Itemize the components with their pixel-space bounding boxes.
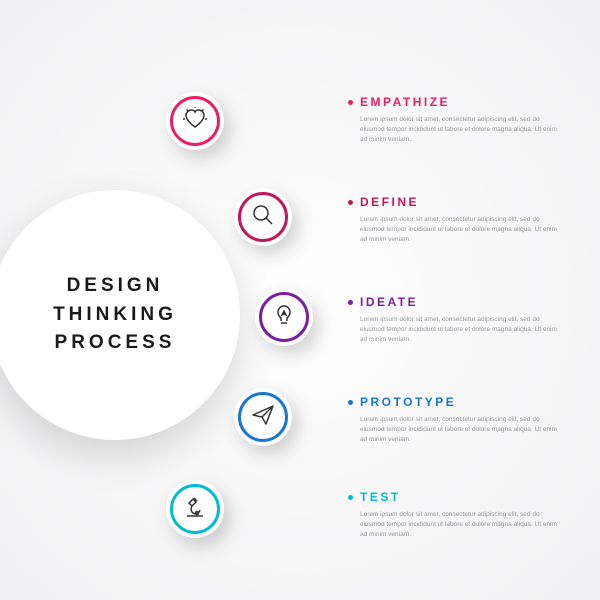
title-line-3: PROCESS — [55, 332, 176, 353]
bullet-icon — [348, 200, 353, 205]
step-icon-test — [166, 480, 224, 538]
page-title: DESIGN THINKING PROCESS — [53, 272, 177, 358]
step-icon-empathize — [166, 92, 224, 150]
bullet-icon — [348, 400, 353, 405]
bullet-icon — [348, 495, 353, 500]
legend-title: IDEATE — [360, 295, 560, 309]
legend-body: Lorem ipsum dolor sit amet, consectetur … — [360, 315, 560, 344]
title-line-2: THINKING — [53, 304, 177, 325]
step-icon-ideate — [255, 288, 313, 346]
legend-item-test: TEST Lorem ipsum dolor sit amet, consecte… — [360, 490, 560, 539]
legend-body: Lorem ipsum dolor sit amet, consectetur … — [360, 510, 560, 539]
step-icon-define — [234, 188, 292, 246]
legend-body: Lorem ipsum dolor sit amet, consectetur … — [360, 415, 560, 444]
legend-item-empathize: EMPATHIZE Lorem ipsum dolor sit amet, con… — [360, 95, 560, 144]
step-icon-prototype — [234, 388, 292, 446]
bullet-icon — [348, 100, 353, 105]
title-line-1: DESIGN — [67, 275, 164, 296]
legend-title: DEFINE — [360, 195, 560, 209]
legend-body: Lorem ipsum dolor sit amet, consectetur … — [360, 115, 560, 144]
legend-title: TEST — [360, 490, 560, 504]
main-circle: DESIGN THINKING PROCESS — [0, 190, 240, 440]
legend-item-define: DEFINE Lorem ipsum dolor sit amet, consec… — [360, 195, 560, 244]
legend-item-prototype: PROTOTYPE Lorem ipsum dolor sit amet, con… — [360, 395, 560, 444]
legend-title: EMPATHIZE — [360, 95, 560, 109]
legend-item-ideate: IDEATE Lorem ipsum dolor sit amet, consec… — [360, 295, 560, 344]
legend-body: Lorem ipsum dolor sit amet, consectetur … — [360, 215, 560, 244]
bullet-icon — [348, 300, 353, 305]
legend-title: PROTOTYPE — [360, 395, 560, 409]
